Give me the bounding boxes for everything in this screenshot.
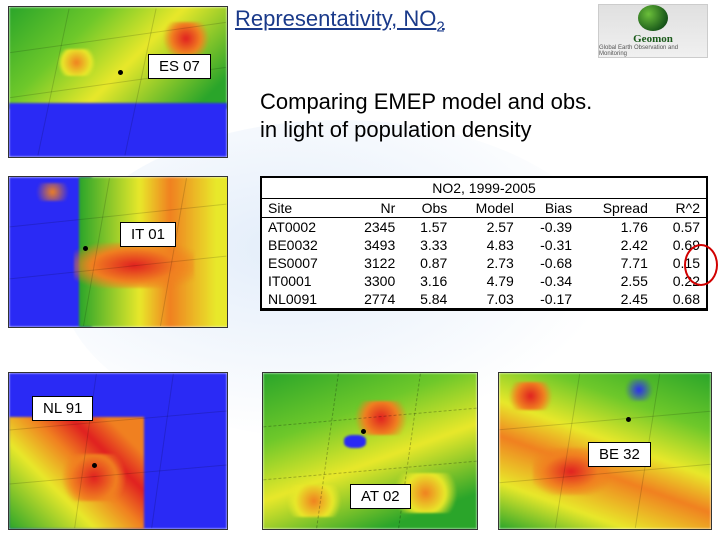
subtitle-line2: in light of population density bbox=[260, 116, 592, 144]
col-nr: Nr bbox=[344, 199, 401, 218]
table-header-row: Site Nr Obs Model Bias Spread R^2 bbox=[262, 199, 706, 218]
map-es07 bbox=[8, 6, 228, 158]
table-row: ES000731220.872.73-0.687.710.15 bbox=[262, 254, 706, 272]
geomon-logo: Geomon Global Earth Observation and Moni… bbox=[598, 4, 708, 58]
table-row: IT000133003.164.79-0.342.550.22 bbox=[262, 272, 706, 290]
label-nl91: NL 91 bbox=[32, 396, 93, 421]
label-at02: AT 02 bbox=[350, 484, 411, 509]
col-model: Model bbox=[453, 199, 520, 218]
subtitle: Comparing EMEP model and obs. in light o… bbox=[260, 88, 592, 143]
col-spread: Spread bbox=[578, 199, 654, 218]
label-it01: IT 01 bbox=[120, 222, 176, 247]
title-text: Representativity, NO bbox=[235, 6, 436, 31]
table-row: AT000223451.572.57-0.391.760.57 bbox=[262, 218, 706, 237]
col-bias: Bias bbox=[520, 199, 578, 218]
col-site: Site bbox=[262, 199, 344, 218]
map-it01 bbox=[8, 176, 228, 328]
page-title: Representativity, NO2 bbox=[235, 6, 445, 35]
label-be32: BE 32 bbox=[588, 442, 651, 467]
table-row: NL009127745.847.03-0.172.450.68 bbox=[262, 290, 706, 309]
table-row: BE003234933.334.83-0.312.420.69 bbox=[262, 236, 706, 254]
globe-icon bbox=[638, 5, 668, 31]
table-caption: NO2, 1999-2005 bbox=[262, 178, 706, 198]
col-r2: R^2 bbox=[654, 199, 706, 218]
stats-table: NO2, 1999-2005 Site Nr Obs Model Bias Sp… bbox=[260, 176, 708, 311]
logo-tagline: Global Earth Observation and Monitoring bbox=[599, 45, 707, 57]
title-subscript: 2 bbox=[436, 18, 444, 35]
label-es07: ES 07 bbox=[148, 54, 211, 79]
logo-text: Geomon bbox=[633, 33, 673, 45]
col-obs: Obs bbox=[401, 199, 453, 218]
subtitle-line1: Comparing EMEP model and obs. bbox=[260, 88, 592, 116]
